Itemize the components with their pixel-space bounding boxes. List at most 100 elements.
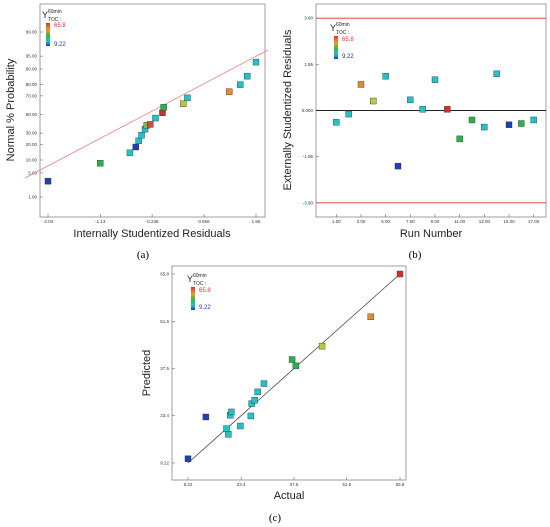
x-axis-title-a: Internally Studentized Residuals	[73, 228, 231, 240]
x-tick-label-b: 5.00	[381, 219, 390, 224]
x-tick-label-b: 11.00	[454, 219, 465, 224]
data-point-b	[394, 162, 402, 170]
data-point-c	[225, 431, 232, 438]
data-point-c	[237, 422, 244, 430]
data-point-c	[184, 455, 192, 462]
legend-symbol: Y	[187, 274, 193, 284]
y-tick-label-a: 10.00	[26, 157, 38, 162]
data-point-b	[444, 106, 451, 113]
data-point-c	[292, 362, 300, 370]
data-point-c	[254, 388, 261, 396]
x-tick-label-a: -2.03	[43, 219, 54, 224]
x-tick-label-b: 9.00	[431, 219, 440, 224]
data-point-a	[152, 114, 159, 122]
legend-b: Y 60min TOC : 65.8 9.22	[330, 22, 354, 60]
data-point-a	[180, 100, 187, 107]
y-tick-label-a: 99.00	[26, 30, 38, 35]
legend-superscript: 60min	[48, 9, 62, 15]
legend-colorbar	[334, 36, 338, 59]
data-point-c	[228, 408, 235, 416]
x-tick-label-c: 51.6	[342, 482, 351, 487]
legend-superscript: 60min	[336, 22, 350, 28]
x-tick-label-b: 15.00	[503, 219, 515, 224]
data-point-b	[505, 121, 513, 128]
legend-suffix: :	[348, 30, 349, 36]
data-point-c	[247, 412, 255, 420]
legend-colorbar	[191, 287, 195, 310]
data-point-b	[468, 116, 476, 124]
y-axis-title-c: Predicted	[141, 350, 153, 396]
y-tick-label-b: -3.90	[303, 200, 314, 205]
panel-c: 9.22 23.4 37.5 51.6 65.8 9.22 23.4 37.5 51.6 65.…	[141, 265, 407, 524]
data-point-a	[159, 109, 166, 116]
data-point-b	[530, 116, 537, 124]
data-point-a	[226, 88, 233, 95]
y-tick-label-a: 50.00	[26, 112, 38, 117]
data-point-b	[493, 70, 500, 78]
legend-a: Y 60min TOC : 65.8 9.22	[42, 9, 66, 48]
legend-colorbar	[46, 23, 50, 46]
data-point-b	[382, 72, 389, 80]
data-point-c	[251, 397, 258, 404]
legend-symbol: Y	[330, 23, 336, 33]
data-point-c	[288, 356, 296, 363]
reference-line-a	[24, 49, 269, 179]
data-point-c	[202, 413, 210, 421]
x-tick-label-c: 23.4	[237, 482, 246, 487]
data-point-a	[135, 137, 142, 144]
data-point-a	[44, 178, 52, 185]
legend-min-label: 9.22	[342, 54, 354, 60]
y-tick-label-a: 30.00	[26, 131, 38, 136]
panel-label-b: (b)	[409, 249, 422, 261]
legend-max-label: 65.8	[199, 288, 211, 294]
data-point-b	[333, 119, 340, 126]
x-tick-label-c: 9.22	[184, 482, 193, 487]
data-point-b	[407, 96, 414, 104]
legend-suffix: :	[60, 17, 61, 23]
legend-c: Y 60min TOC : 65.8 9.22	[187, 273, 211, 311]
legend-min-label: 9.22	[199, 305, 211, 311]
data-point-b	[481, 123, 488, 131]
x-axis-title-c: Actual	[274, 490, 305, 502]
y-axis-title-b: Externally Studentized Residuals	[282, 29, 294, 190]
y-tick-label-b: 0.000	[302, 108, 314, 113]
x-tick-label-a: -1.13	[95, 219, 106, 224]
y-tick-label-a: 20.00	[26, 142, 38, 147]
data-point-c	[367, 313, 374, 320]
x-tick-label-a: 0.656	[198, 219, 210, 224]
y-tick-label-a: 95.00	[26, 54, 38, 59]
data-point-a	[252, 58, 260, 66]
x-tick-label-b: 7.00	[406, 219, 415, 224]
legend-superscript: 60min	[193, 273, 207, 279]
legend-min-label: 9.22	[54, 42, 66, 48]
data-point-c	[396, 270, 404, 278]
data-point-b	[518, 120, 525, 127]
data-point-a	[237, 81, 244, 88]
legend-max-label: 65.8	[342, 37, 354, 43]
legend-symbol: Y	[42, 10, 48, 20]
x-tick-label-b: 1.00	[332, 219, 341, 224]
x-tick-label-c: 65.8	[396, 482, 405, 487]
y-tick-label-c: 9.22	[160, 461, 169, 466]
data-point-b	[431, 76, 439, 83]
data-point-a	[138, 131, 145, 139]
y-tick-label-c: 65.8	[160, 272, 169, 277]
data-point-a	[126, 149, 134, 157]
legend-subscript: TOC	[193, 281, 204, 287]
x-axis-title-b: Run Number	[400, 228, 463, 240]
y-tick-label-b: 1.95	[304, 62, 313, 67]
y-tick-label-b: -1.95	[303, 154, 314, 159]
y-tick-label-c: 37.5	[160, 366, 169, 371]
y-tick-label-a: 90.00	[26, 67, 38, 72]
data-point-a	[132, 143, 139, 151]
panel-label-c: (c)	[269, 512, 282, 524]
data-point-c	[260, 380, 268, 387]
x-tick-label-b: 13.00	[479, 219, 491, 224]
y-tick-label-b: 3.90	[304, 16, 313, 21]
data-point-b	[357, 81, 365, 88]
data-point-a	[147, 121, 154, 128]
data-point-a	[184, 94, 191, 102]
legend-max-label: 65.8	[54, 23, 66, 29]
y-tick-label-a: 70.00	[26, 93, 38, 98]
